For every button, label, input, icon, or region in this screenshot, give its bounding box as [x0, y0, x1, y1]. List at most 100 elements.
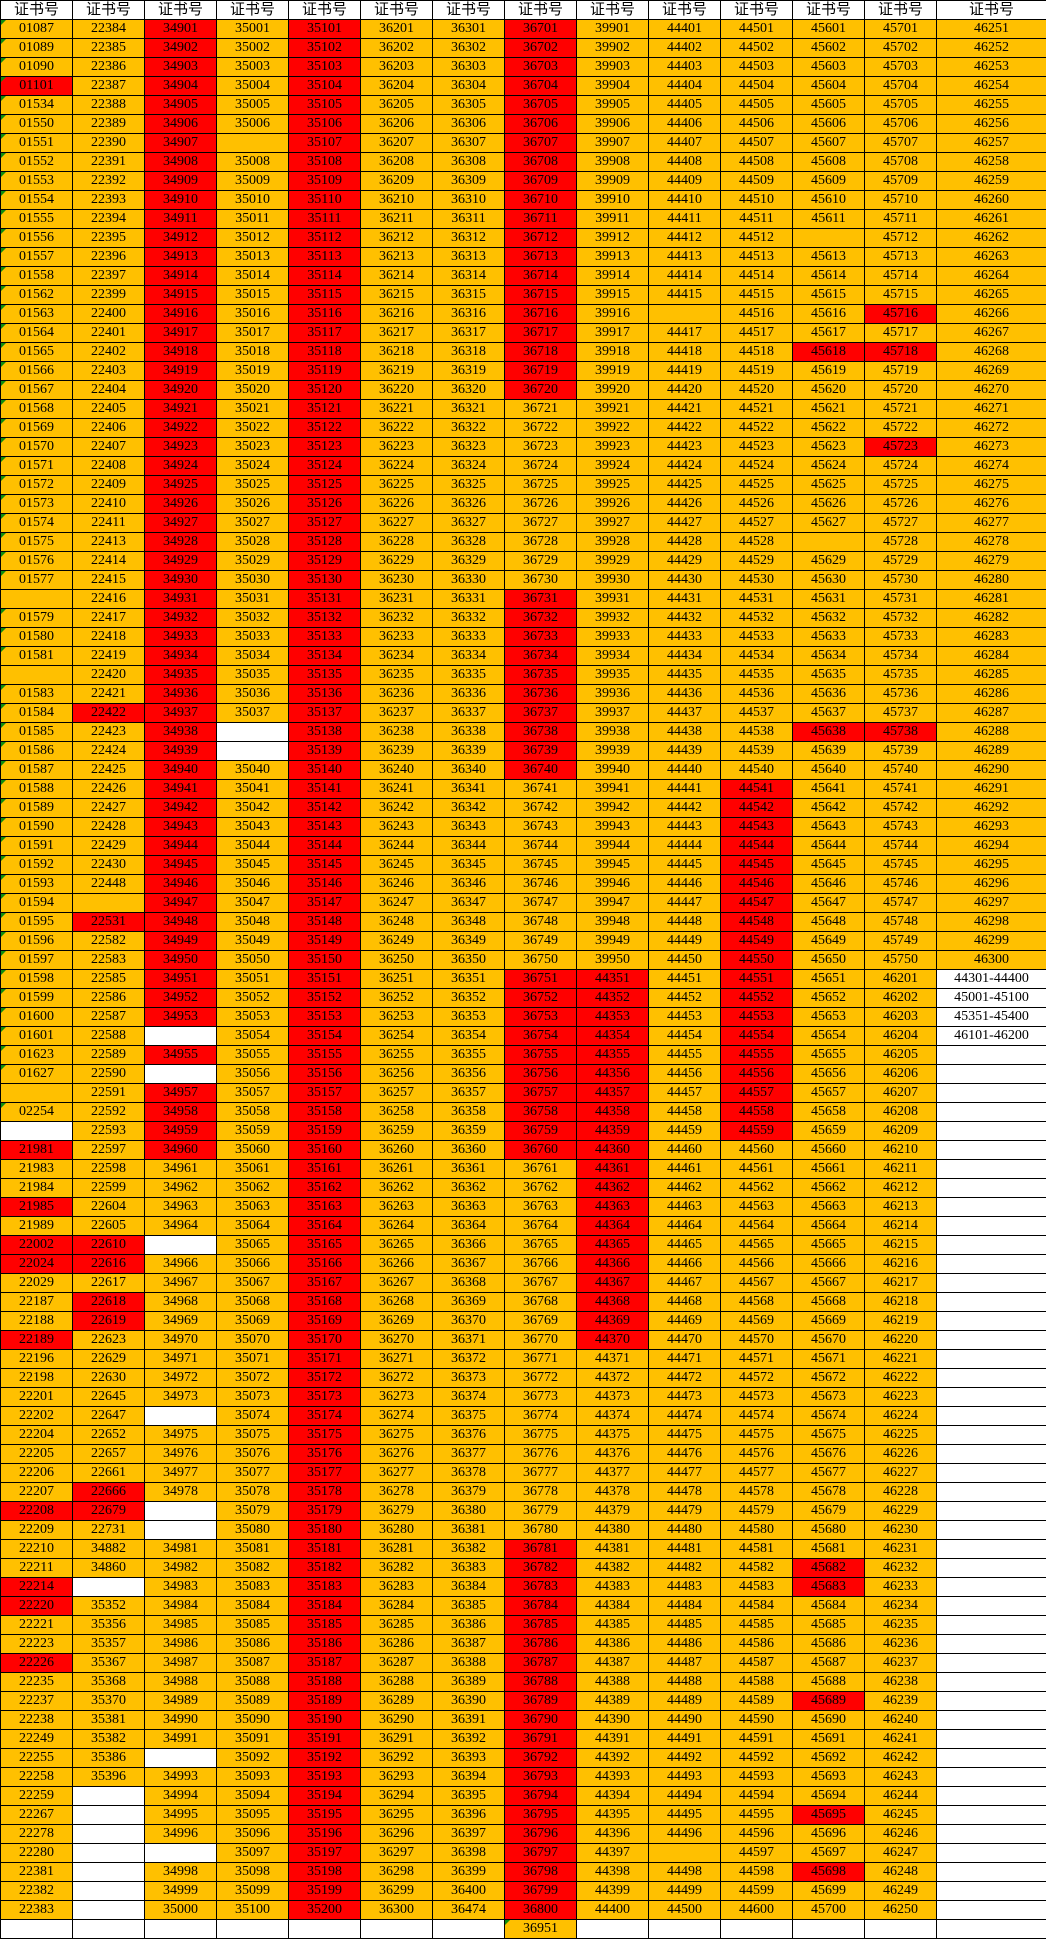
cell[interactable]: 01562: [0, 285, 73, 305]
cell[interactable]: 01598: [0, 969, 73, 989]
cell[interactable]: 45747: [864, 893, 937, 913]
cell[interactable]: 36342: [432, 798, 505, 818]
cell[interactable]: 46290: [936, 760, 1046, 780]
cell[interactable]: 44568: [720, 1292, 793, 1312]
cell[interactable]: 22384: [72, 19, 145, 39]
cell[interactable]: 36707: [504, 133, 577, 153]
cell[interactable]: 01571: [0, 456, 73, 476]
cell[interactable]: 22208: [0, 1501, 73, 1521]
cell[interactable]: 45645: [792, 855, 865, 875]
cell[interactable]: 36740: [504, 760, 577, 780]
cell[interactable]: 35048: [216, 912, 289, 932]
cell[interactable]: 45726: [864, 494, 937, 514]
cell[interactable]: 34970: [144, 1330, 217, 1350]
cell[interactable]: 35178: [288, 1482, 361, 1502]
cell[interactable]: [936, 1368, 1046, 1388]
cell[interactable]: 35108: [288, 152, 361, 172]
cell[interactable]: 46237: [864, 1653, 937, 1673]
cell[interactable]: 35026: [216, 494, 289, 514]
cell[interactable]: 34946: [144, 874, 217, 894]
cell[interactable]: 36214: [360, 266, 433, 286]
cell[interactable]: 36346: [432, 874, 505, 894]
cell[interactable]: 35010: [216, 190, 289, 210]
cell[interactable]: [936, 1824, 1046, 1844]
cell[interactable]: 35046: [216, 874, 289, 894]
cell[interactable]: 44478: [648, 1482, 721, 1502]
cell[interactable]: 34978: [144, 1482, 217, 1502]
cell[interactable]: 22211: [0, 1558, 73, 1578]
cell[interactable]: 39950: [576, 950, 649, 970]
cell[interactable]: 22409: [72, 475, 145, 495]
cell[interactable]: 45632: [792, 608, 865, 628]
cell[interactable]: [936, 1862, 1046, 1882]
cell[interactable]: 44463: [648, 1197, 721, 1217]
cell[interactable]: 36784: [504, 1596, 577, 1616]
cell[interactable]: 44509: [720, 171, 793, 191]
cell[interactable]: 39909: [576, 171, 649, 191]
cell[interactable]: 36305: [432, 95, 505, 115]
cell[interactable]: 45728: [864, 532, 937, 552]
cell[interactable]: 44527: [720, 513, 793, 533]
cell[interactable]: 34926: [144, 494, 217, 514]
cell[interactable]: 39924: [576, 456, 649, 476]
cell[interactable]: 46259: [936, 171, 1046, 191]
cell[interactable]: 35083: [216, 1577, 289, 1597]
cell[interactable]: 01592: [0, 855, 73, 875]
cell[interactable]: 44370: [576, 1330, 649, 1350]
cell[interactable]: 44414: [648, 266, 721, 286]
cell[interactable]: 44538: [720, 722, 793, 742]
cell[interactable]: 35193: [288, 1767, 361, 1787]
cell[interactable]: 36231: [360, 589, 433, 609]
cell[interactable]: 44438: [648, 722, 721, 742]
cell[interactable]: 45749: [864, 931, 937, 951]
cell[interactable]: [144, 1235, 217, 1255]
cell[interactable]: 39913: [576, 247, 649, 267]
cell[interactable]: 36356: [432, 1064, 505, 1084]
header-cell[interactable]: 证书号: [864, 0, 937, 20]
cell[interactable]: 36208: [360, 152, 433, 172]
cell[interactable]: 22587: [72, 1007, 145, 1027]
cell[interactable]: 22406: [72, 418, 145, 438]
cell[interactable]: 45678: [792, 1482, 865, 1502]
cell[interactable]: 46224: [864, 1406, 937, 1426]
cell[interactable]: 36241: [360, 779, 433, 799]
cell[interactable]: 45730: [864, 570, 937, 590]
cell[interactable]: 44519: [720, 361, 793, 381]
cell[interactable]: 35185: [288, 1615, 361, 1635]
cell[interactable]: 35024: [216, 456, 289, 476]
cell[interactable]: 36246: [360, 874, 433, 894]
cell[interactable]: 22280: [0, 1843, 73, 1863]
cell[interactable]: 34919: [144, 361, 217, 381]
header-cell[interactable]: 证书号: [720, 0, 793, 20]
cell[interactable]: 45721: [864, 399, 937, 419]
cell[interactable]: 34963: [144, 1197, 217, 1217]
cell[interactable]: 44429: [648, 551, 721, 571]
cell[interactable]: 22592: [72, 1102, 145, 1122]
cell[interactable]: 35172: [288, 1368, 361, 1388]
cell[interactable]: 36310: [432, 190, 505, 210]
cell[interactable]: 44452: [648, 988, 721, 1008]
cell[interactable]: 45732: [864, 608, 937, 628]
cell[interactable]: 36393: [432, 1748, 505, 1768]
cell[interactable]: 36209: [360, 171, 433, 191]
cell[interactable]: 36719: [504, 361, 577, 381]
cell[interactable]: 45643: [792, 817, 865, 837]
cell[interactable]: 44591: [720, 1729, 793, 1749]
cell[interactable]: 44521: [720, 399, 793, 419]
cell[interactable]: 36751: [504, 969, 577, 989]
cell[interactable]: 34929: [144, 551, 217, 571]
cell[interactable]: 35165: [288, 1235, 361, 1255]
cell[interactable]: 01087: [0, 19, 73, 39]
cell[interactable]: 39942: [576, 798, 649, 818]
cell[interactable]: 36254: [360, 1026, 433, 1046]
cell[interactable]: 44564: [720, 1216, 793, 1236]
cell[interactable]: 35147: [288, 893, 361, 913]
cell[interactable]: 44577: [720, 1463, 793, 1483]
cell[interactable]: 36323: [432, 437, 505, 457]
cell[interactable]: 35036: [216, 684, 289, 704]
cell[interactable]: 22255: [0, 1748, 73, 1768]
cell[interactable]: 44563: [720, 1197, 793, 1217]
cell[interactable]: 44567: [720, 1273, 793, 1293]
cell[interactable]: 35019: [216, 361, 289, 381]
cell[interactable]: 39944: [576, 836, 649, 856]
